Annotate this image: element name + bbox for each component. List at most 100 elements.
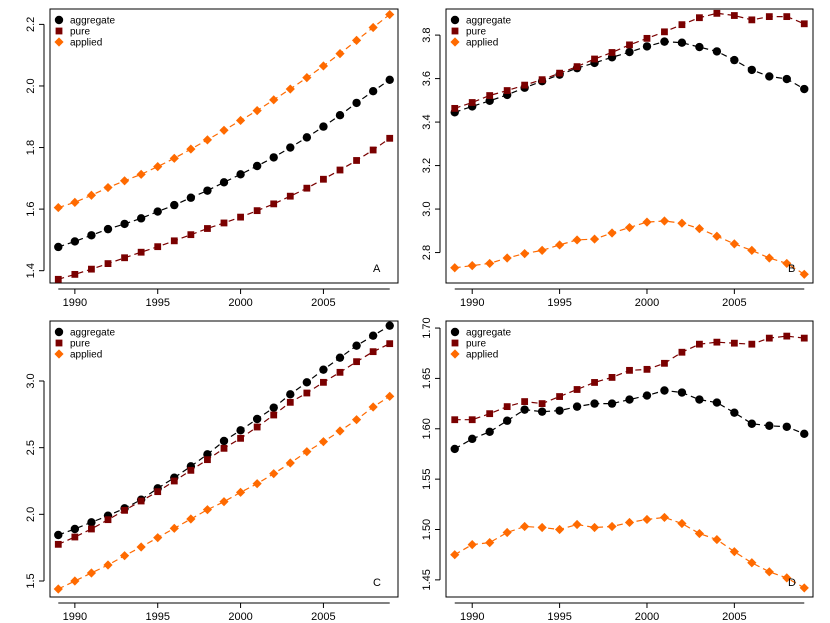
y-tick-label: 3.2 [421,158,433,173]
y-tick-label: 2.8 [421,245,433,260]
data-point-pure [320,175,327,183]
data-point-aggregate [103,224,113,234]
panel-c: 1990 1995 2000 2005 1.5 2.0 2.5 3.0 aggregatepur… [25,320,399,623]
data-point-aggregate [520,405,529,414]
data-point-aggregate [695,395,704,404]
data-point-aggregate [153,207,162,216]
data-point-aggregate [765,72,774,81]
data-point-pure [71,270,79,278]
legend-marker-applied [54,349,64,359]
legend-marker-applied [450,37,460,47]
x-tick-label: 2000 [228,611,252,623]
data-point-aggregate [54,530,63,540]
legend-marker-aggregate [450,15,460,25]
data-point-applied [607,228,617,238]
data-point-pure [591,379,598,386]
legend-marker-pure [451,339,459,347]
data-point-applied [677,518,687,529]
y-tick-label: 3.6 [421,71,433,86]
data-point-applied [136,169,146,179]
data-point-pure [573,386,581,393]
series-applied [53,9,395,213]
data-point-pure [154,243,162,251]
series-line-aggregate [58,79,391,248]
x-tick-label: 1995 [145,297,169,309]
data-point-aggregate [136,214,146,223]
data-point-pure [626,41,633,49]
panel-b: 1990 1995 2000 2005 2.8 3.0 3.2 3.4 3.6 3.8 aggreg… [421,8,814,309]
y-tick-label: 1.4 [25,263,37,278]
data-point-pure [54,540,62,548]
data-point-applied [119,551,130,561]
data-point-pure [54,275,62,283]
data-point-aggregate [485,427,494,437]
data-point-applied [747,558,757,568]
legend-label-aggregate: aggregate [70,16,115,27]
series-applied [450,216,809,279]
data-point-aggregate [590,399,599,408]
data-point-aggregate [236,426,245,435]
data-point-pure [591,55,598,63]
y-tick-label: 1.65 [421,368,433,389]
data-point-pure [154,488,162,496]
data-point-applied [269,95,279,105]
data-point-aggregate [286,390,295,399]
data-point-applied [235,115,246,126]
data-point-applied [335,49,345,59]
legend-marker-aggregate [54,15,64,25]
x-tick-label: 1995 [547,297,571,309]
x-tick-label: 1990 [63,297,87,309]
x-tick-label: 2000 [228,297,252,309]
data-point-applied [450,263,460,273]
data-point-pure [137,497,145,505]
data-point-applied [554,524,565,535]
data-point-aggregate [660,386,669,395]
data-point-pure [730,12,738,19]
data-point-applied [169,523,179,533]
series-line-pure [454,12,805,109]
data-point-applied [153,533,163,543]
data-point-applied [712,534,722,545]
data-point-applied [659,216,670,226]
data-point-pure [170,477,178,485]
data-point-aggregate [502,416,512,425]
data-point-pure [730,339,738,347]
legend-label-applied: applied [70,350,102,361]
data-point-applied [351,415,362,425]
data-point-pure [503,87,511,94]
y-tick-label: 1.45 [421,569,433,590]
data-point-pure [303,184,311,192]
series-aggregate [54,75,394,252]
x-tick-label: 2000 [635,611,659,623]
series-aggregate [450,37,809,117]
data-point-pure [486,92,494,99]
data-point-applied [502,527,512,538]
data-point-applied [712,231,722,241]
x-tick-label: 2005 [311,297,335,309]
data-point-applied [624,222,635,233]
data-point-pure [643,34,651,42]
data-point-aggregate [765,421,774,430]
data-point-applied [642,217,652,227]
y-tick-label: 1.55 [421,468,433,489]
data-point-pure [286,192,294,200]
data-point-pure [353,157,360,164]
data-point-aggregate [319,365,328,374]
data-point-aggregate [302,378,312,387]
legend-label-pure: pure [70,339,90,350]
data-point-pure [104,516,112,524]
data-point-aggregate [385,321,394,330]
data-point-aggregate [286,143,295,152]
data-point-pure [71,533,79,541]
y-tick-label: 3.0 [25,373,37,388]
data-point-applied [659,512,670,523]
series-pure [451,332,808,424]
data-point-pure [661,28,668,36]
data-point-pure [643,365,651,373]
data-point-applied [219,125,229,135]
data-point-aggregate [642,391,652,400]
data-point-pure [253,423,261,431]
x-tick-label: 2005 [311,611,335,623]
data-point-applied [677,218,687,228]
